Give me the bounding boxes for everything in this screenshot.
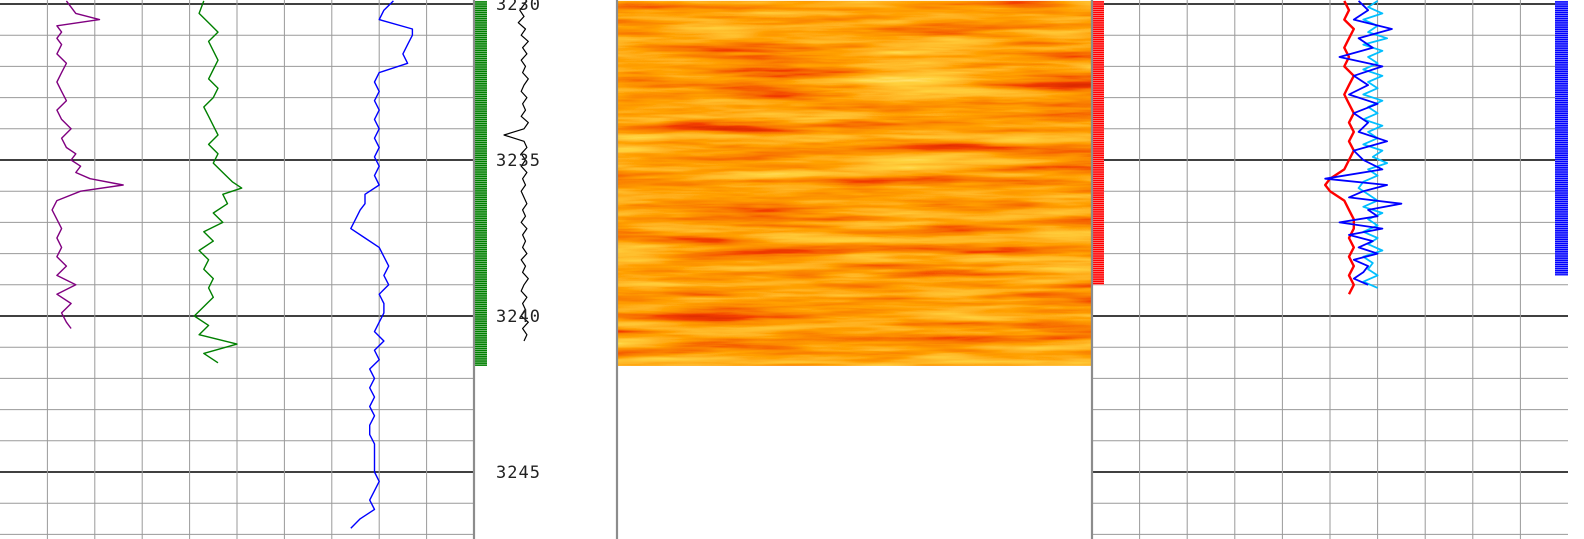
track1-curve-3 [350, 0, 414, 529]
track4-curve-1 [1323, 0, 1356, 295]
curves-layer [51, 0, 1403, 529]
flags-right [1092, 0, 1104, 285]
depth-label: 3245 [496, 463, 541, 483]
image-log-fill [618, 0, 1091, 366]
depth-label: 3240 [496, 307, 541, 327]
image-log [618, 0, 1091, 366]
flags-layer [474, 0, 1568, 366]
labels-layer: 3230 3235 3240 3245 [496, 0, 541, 483]
depth-label: 3230 [496, 0, 541, 15]
flags-far-right [1555, 0, 1568, 276]
track4-curve-2 [1357, 0, 1388, 289]
track1-curve-1 [51, 0, 124, 329]
track1-curve-2 [193, 0, 243, 364]
separators-layer [472, 0, 1094, 539]
track4-curve-3 [1324, 0, 1403, 286]
track2-curve [503, 0, 529, 342]
depth-label: 3235 [496, 151, 541, 171]
image-layer [618, 0, 1091, 366]
